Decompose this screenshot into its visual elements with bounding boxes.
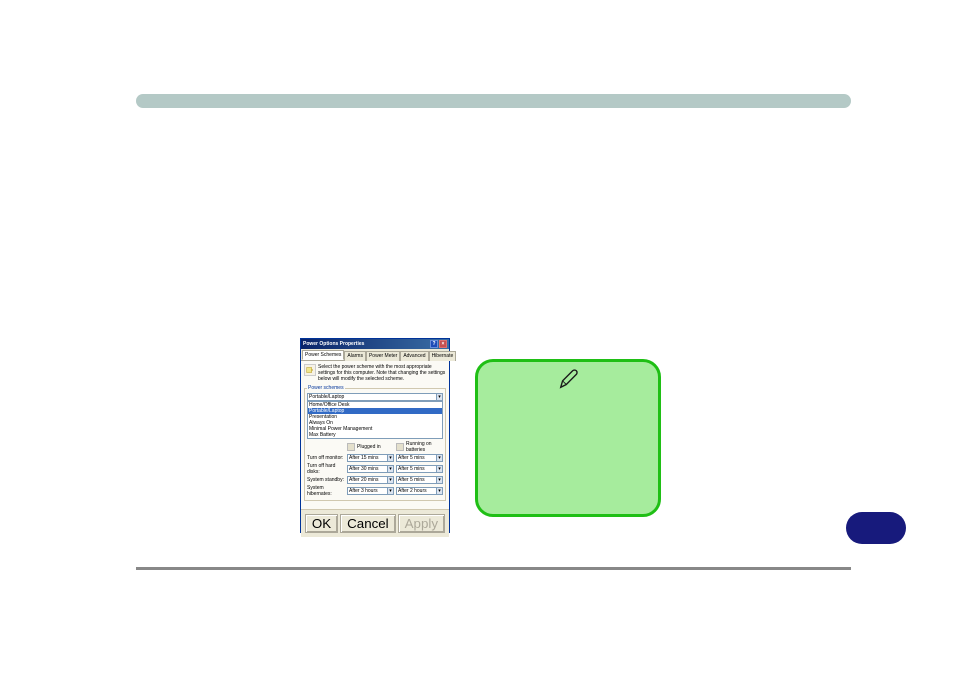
apply-button: Apply xyxy=(398,514,445,533)
titlebar-controls: ? × xyxy=(430,340,447,348)
tab-hibernate[interactable]: Hibernate xyxy=(429,351,457,361)
row-label: Turn off hard disks: xyxy=(307,463,345,475)
row-label: Turn off monitor: xyxy=(307,455,345,461)
standby-battery-dropdown[interactable]: After 5 mins▾ xyxy=(396,476,443,484)
titlebar[interactable]: Power Options Properties ? × xyxy=(301,339,449,349)
list-item[interactable]: Max Battery xyxy=(308,432,442,438)
row-label: System standby: xyxy=(307,477,345,483)
chevron-down-icon[interactable]: ▾ xyxy=(387,466,393,472)
harddisk-plugged-dropdown[interactable]: After 30 mins▾ xyxy=(347,465,394,473)
ok-button[interactable]: OK xyxy=(305,514,338,533)
power-source-header: Plugged in Running on batteries xyxy=(307,441,443,453)
harddisk-battery-dropdown[interactable]: After 5 mins▾ xyxy=(396,465,443,473)
chevron-down-icon[interactable]: ▾ xyxy=(436,488,442,494)
row-label: System hibernates: xyxy=(307,485,345,497)
scheme-combo-value: Portable/Laptop xyxy=(309,394,344,400)
header-bar xyxy=(136,94,851,108)
battery-info-icon xyxy=(304,364,316,376)
note-callout xyxy=(475,359,661,517)
chevron-down-icon[interactable]: ▾ xyxy=(436,477,442,483)
description-text: Select the power scheme with the most ap… xyxy=(318,364,446,382)
window-title: Power Options Properties xyxy=(303,341,364,347)
tab-power-meter[interactable]: Power Meter xyxy=(366,351,400,361)
setting-row: Turn off monitor: After 15 mins▾ After 5… xyxy=(307,454,443,462)
plug-icon xyxy=(347,443,355,451)
scheme-combo[interactable]: Portable/Laptop ▾ xyxy=(307,393,443,401)
setting-row: Turn off hard disks: After 30 mins▾ Afte… xyxy=(307,463,443,475)
tab-alarms[interactable]: Alarms xyxy=(344,351,366,361)
hibernate-plugged-dropdown[interactable]: After 3 hours▾ xyxy=(347,487,394,495)
standby-plugged-dropdown[interactable]: After 20 mins▾ xyxy=(347,476,394,484)
plugged-in-label: Plugged in xyxy=(357,444,394,450)
dialog-footer: OK Cancel Apply xyxy=(301,509,449,537)
chevron-down-icon[interactable]: ▾ xyxy=(387,455,393,461)
chevron-down-icon[interactable]: ▾ xyxy=(387,488,393,494)
tab-power-schemes[interactable]: Power Schemes xyxy=(302,350,344,360)
tab-strip: Power Schemes Alarms Power Meter Advance… xyxy=(301,349,449,361)
chevron-down-icon[interactable]: ▾ xyxy=(436,394,442,400)
setting-row: System standby: After 20 mins▾ After 5 m… xyxy=(307,476,443,484)
chevron-down-icon[interactable]: ▾ xyxy=(436,455,442,461)
close-icon[interactable]: × xyxy=(439,340,447,348)
hibernate-battery-dropdown[interactable]: After 2 hours▾ xyxy=(396,487,443,495)
power-options-dialog: Power Options Properties ? × Power Schem… xyxy=(300,338,450,533)
power-schemes-legend: Power schemes xyxy=(307,385,345,391)
chevron-down-icon[interactable]: ▾ xyxy=(387,477,393,483)
setting-row: System hibernates: After 3 hours▾ After … xyxy=(307,485,443,497)
description-row: Select the power scheme with the most ap… xyxy=(304,364,446,382)
footer-divider xyxy=(136,567,851,570)
cancel-button[interactable]: Cancel xyxy=(340,514,396,533)
pencil-icon xyxy=(558,368,580,390)
monitor-plugged-dropdown[interactable]: After 15 mins▾ xyxy=(347,454,394,462)
tab-advanced[interactable]: Advanced xyxy=(400,351,428,361)
chevron-down-icon[interactable]: ▾ xyxy=(436,466,442,472)
dialog-body: Select the power scheme with the most ap… xyxy=(301,361,449,509)
on-batteries-label: Running on batteries xyxy=(406,441,443,453)
help-icon[interactable]: ? xyxy=(430,340,438,348)
page-badge xyxy=(846,512,906,544)
power-schemes-group: Power schemes Portable/Laptop ▾ Home/Off… xyxy=(304,385,446,501)
scheme-listbox[interactable]: Home/Office Desk Portable/Laptop Present… xyxy=(307,401,443,439)
monitor-battery-dropdown[interactable]: After 5 mins▾ xyxy=(396,454,443,462)
battery-icon xyxy=(396,443,404,451)
